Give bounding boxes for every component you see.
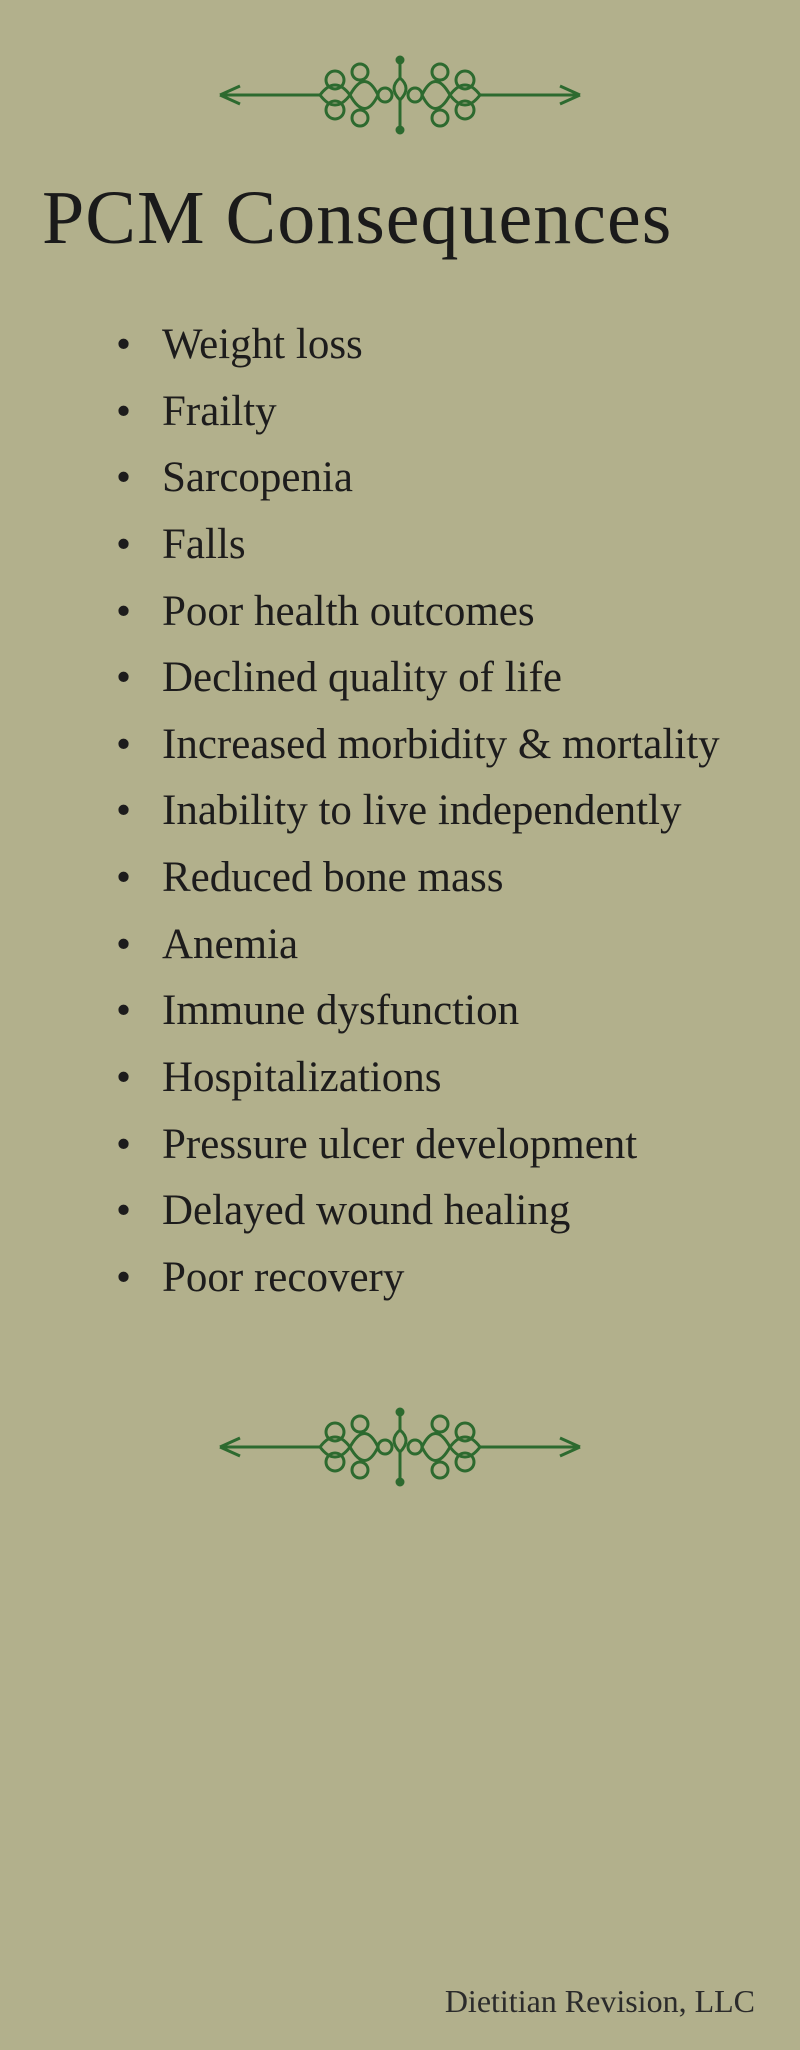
list-item: Delayed wound healing [150,1178,740,1245]
list-item: Declined quality of life [150,645,740,712]
scroll-ornament-icon [210,50,590,140]
consequences-list: Weight loss Frailty Sarcopenia Falls Poo… [0,312,800,1312]
ornament-divider-top [0,50,800,140]
ornament-divider-bottom [0,1402,800,1492]
list-item: Reduced bone mass [150,845,740,912]
list-item: Increased morbidity & mortality [150,712,740,779]
list-item: Hospitalizations [150,1045,740,1112]
list-item: Immune dysfunction [150,978,740,1045]
scroll-ornament-icon [210,1402,590,1492]
list-item: Frailty [150,379,740,446]
page-title: PCM Consequences [0,175,800,262]
list-item: Poor recovery [150,1245,740,1312]
list-item: Anemia [150,912,740,979]
list-item: Pressure ulcer development [150,1112,740,1179]
footer-credit: Dietitian Revision, LLC [445,1983,755,2020]
list-item: Inability to live independently [150,778,740,845]
list-item: Weight loss [150,312,740,379]
list-item: Poor health outcomes [150,579,740,646]
list-item: Falls [150,512,740,579]
list-item: Sarcopenia [150,445,740,512]
